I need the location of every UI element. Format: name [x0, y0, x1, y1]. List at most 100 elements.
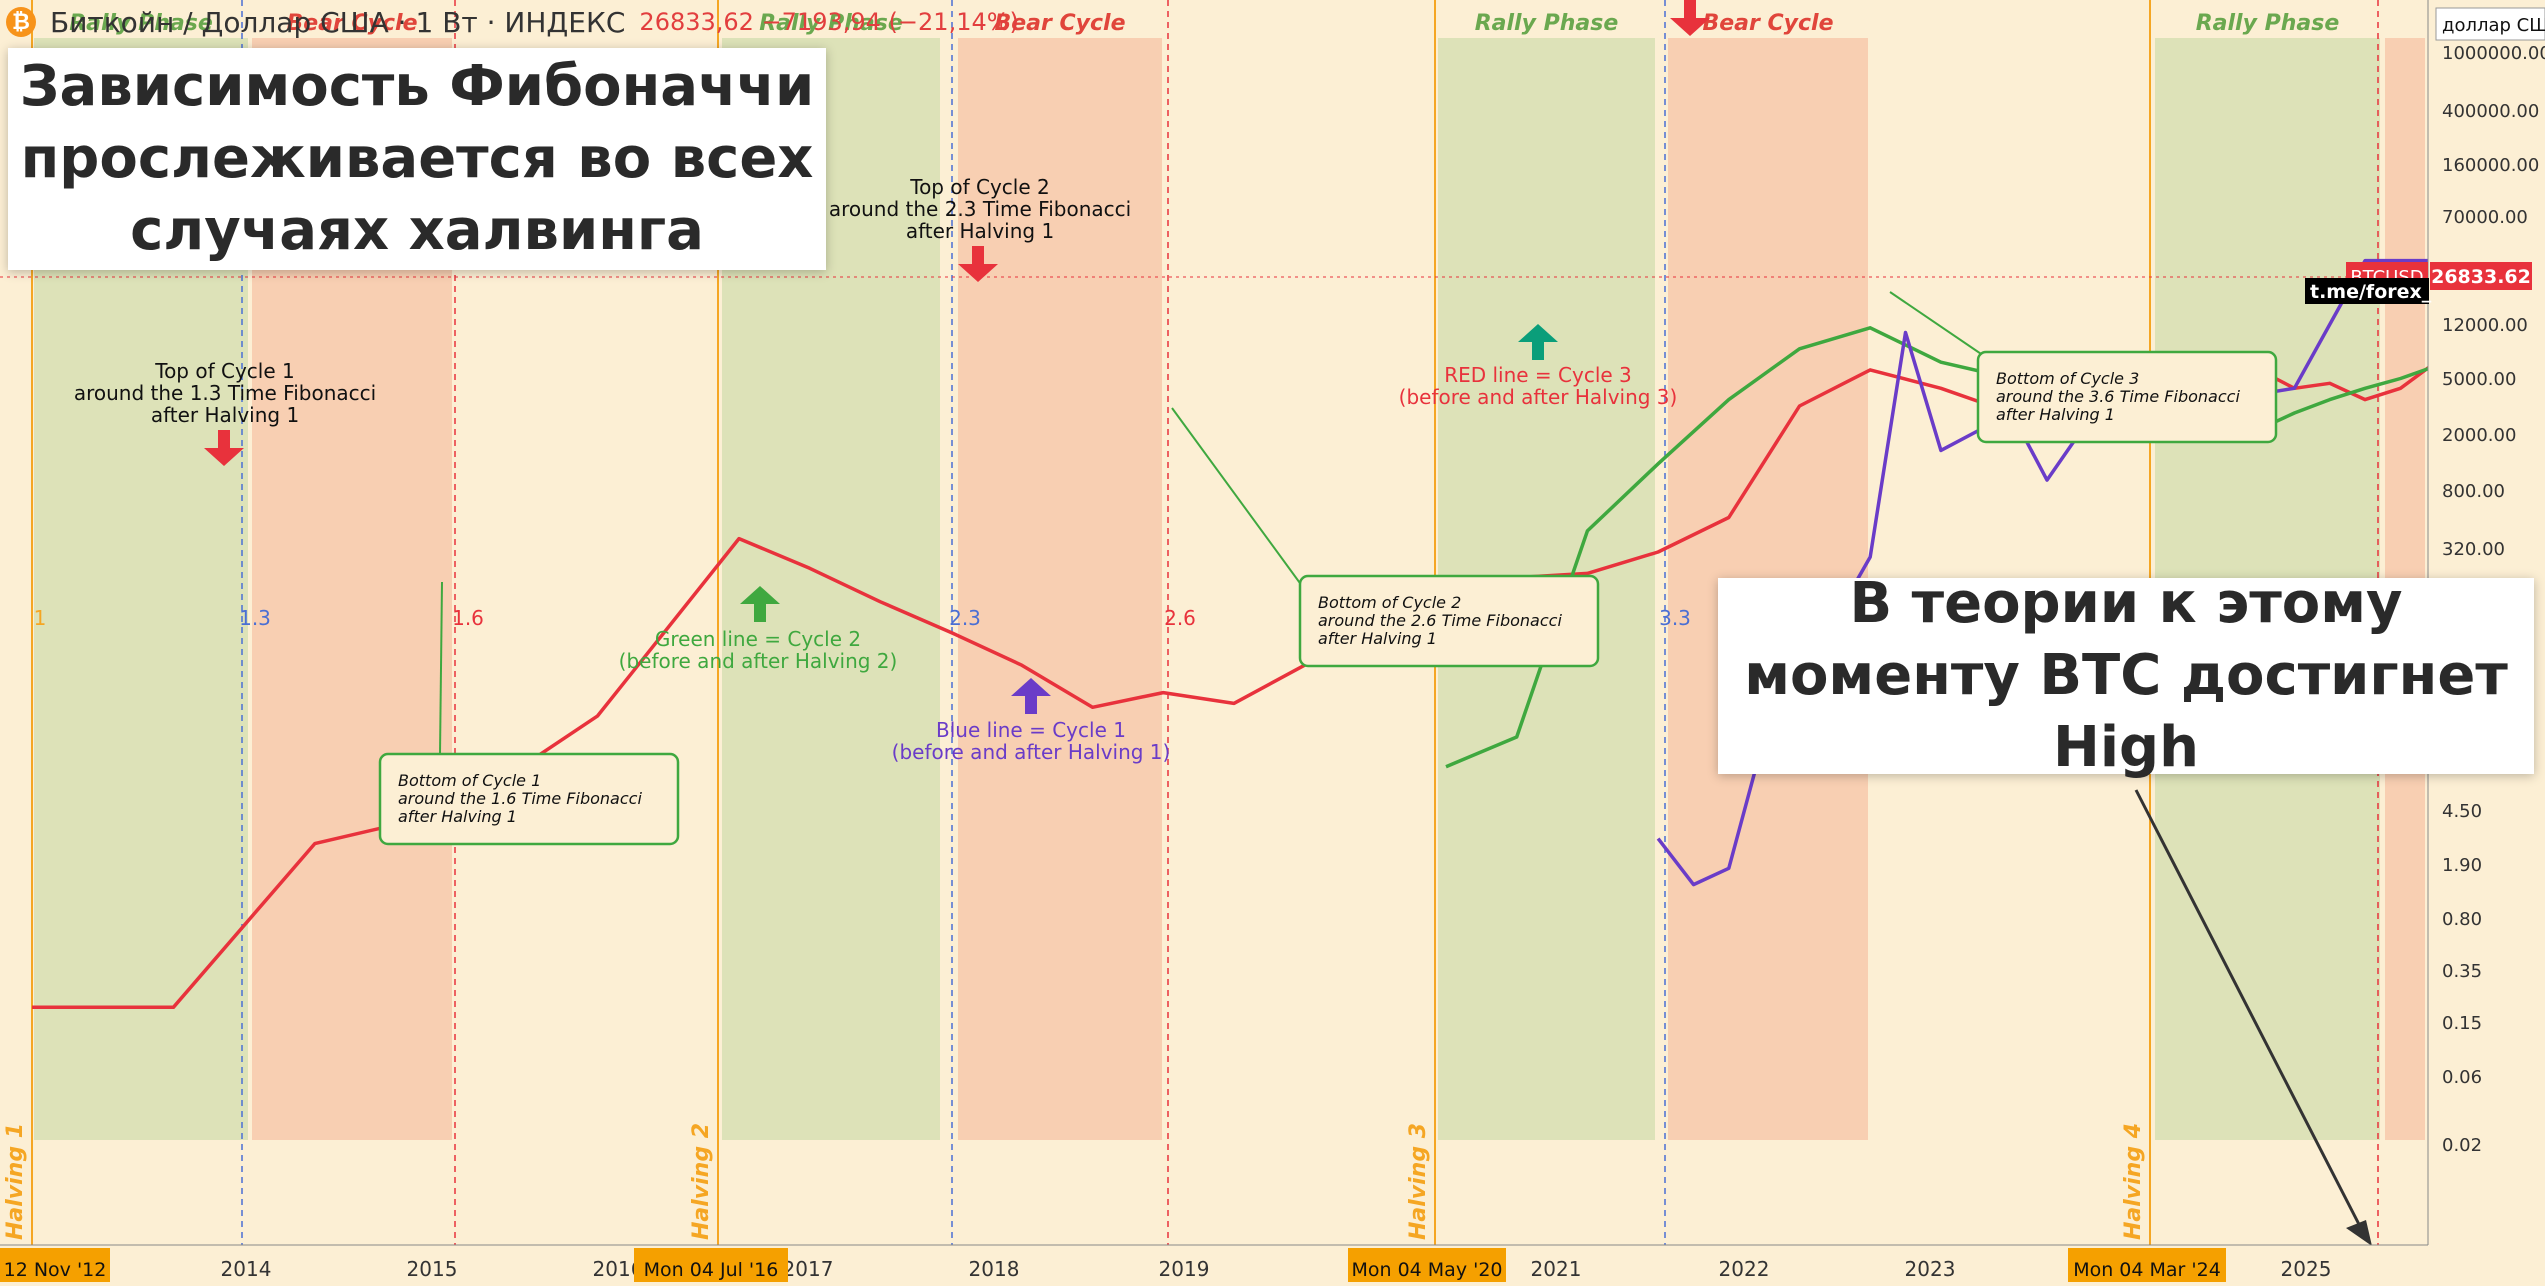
annotation-legend-blue-line-2: (before and after Halving 1): [892, 740, 1171, 764]
phase-label-3: Rally Phase: [759, 11, 903, 36]
phase-label-4: Bear Cycle: [994, 11, 1125, 36]
fib-label-5: 2.6: [1164, 606, 1196, 630]
annotation-bot-c3-line-3: after Halving 1: [1996, 405, 2115, 424]
fib-label-3: 1.6: [452, 606, 484, 630]
fib-label-2: 1.3: [239, 606, 271, 630]
watermark-box: [2305, 278, 2429, 304]
arrow-red-cycle-3: [1518, 324, 1558, 360]
x-tick-5: 2018: [969, 1257, 1020, 1281]
series-line-2: [1445, 255, 2545, 769]
fib-label-6: 3.3: [1659, 606, 1691, 630]
box-bot-c3: [1976, 350, 2278, 444]
y-tick-12: 0.80: [2442, 909, 2482, 930]
annotation-bot-c1-line-1: Bottom of Cycle 1: [398, 771, 541, 790]
date-highlight-2: Mon 04 Jul '16: [644, 1259, 779, 1281]
price-tag-value: 26833.62: [2431, 266, 2531, 288]
x-tick-10: 2025: [2281, 1257, 2332, 1281]
annotation-top-c1-line-3: after Halving 1: [151, 403, 299, 427]
arrow-top-cycle-2: [958, 246, 998, 282]
callout-fibonacci-text: Зависимость Фибоначчи прослеживается во …: [19, 54, 815, 263]
arrow-blue-cycle-1: [1011, 678, 1051, 714]
halving-label-4: Halving 4: [2121, 1123, 2146, 1240]
annotation-legend-green-line-2: (before and after Halving 2): [619, 649, 898, 673]
x-tick-9: 2023: [1905, 1257, 1956, 1281]
annotation-legend-green-line-1: Green line = Cycle 2: [655, 627, 861, 651]
box-bot-c1: [378, 752, 680, 846]
y-tick-14: 0.15: [2442, 1013, 2482, 1034]
annotation-top-c1-line-1: Top of Cycle 1: [154, 359, 294, 383]
y-tick-11: 1.90: [2442, 855, 2482, 876]
arrow-top-cycle-1: [204, 430, 244, 466]
diagonal-arrow-line: [2134, 789, 2368, 1239]
date-highlight-box-4: [2068, 1248, 2226, 1282]
phase-label-7: Rally Phase: [2196, 11, 2340, 36]
annotation-bot-c3-line-2: around the 3.6 Time Fibonacci: [1996, 387, 2240, 406]
annotation-legend-red-line-1: RED line = Cycle 3: [1444, 363, 1632, 387]
date-highlight-box-3: [1348, 1248, 1506, 1282]
y-tick-1: 1000000.00: [2442, 43, 2545, 64]
y-tick-10: 4.50: [2442, 801, 2482, 822]
x-tick-2: 2015: [407, 1257, 458, 1281]
price-change: 26833,62 −7193,94 (−21,14%): [639, 8, 1019, 36]
halving-label-1: Halving 1: [3, 1123, 28, 1240]
y-tick-15: 0.06: [2442, 1067, 2482, 1088]
arrow-bear-cycle-2: [1670, 0, 1710, 36]
diagonal-arrow-head: [2346, 1220, 2372, 1246]
connector-bot-c1: [439, 581, 443, 755]
currency-label: доллар США: [2442, 15, 2545, 36]
price-tag-value-box: [2430, 262, 2532, 290]
annotation-bot-c2-line-2: around the 2.6 Time Fibonacci: [1318, 611, 1562, 630]
arrow-green-cycle-2: [740, 586, 780, 622]
phase-label-5: Rally Phase: [1475, 11, 1619, 36]
halving-label-2: Halving 2: [689, 1123, 714, 1240]
callout-fibonacci: Зависимость Фибоначчи прослеживается во …: [8, 48, 826, 270]
annotation-top-c2-line-3: after Halving 1: [906, 219, 1054, 243]
y-tick-16: 0.02: [2442, 1135, 2482, 1156]
phase-band-4: [958, 38, 1162, 1140]
date-highlight-1: 12 Nov '12: [4, 1259, 107, 1281]
box-bot-c2: [1298, 574, 1600, 668]
phase-label-2: Bear Cycle: [286, 11, 417, 36]
y-tick-9: 320.00: [2442, 539, 2505, 560]
chart-header: ₿ Биткойн / Доллар США · 1 Вт · ИНДЕКС 2…: [0, 0, 1019, 44]
annotation-bot-c1-line-3: after Halving 1: [398, 807, 517, 826]
date-highlight-box-2: [634, 1248, 788, 1282]
x-tick-7: 2021: [1531, 1257, 1582, 1281]
phase-label-6: Bear Cycle: [1702, 11, 1833, 36]
annotation-bot-c2-line-3: after Halving 1: [1318, 629, 1437, 648]
halving-label-3: Halving 3: [1406, 1123, 1431, 1240]
annotation-bot-c1-line-2: around the 1.6 Time Fibonacci: [398, 789, 642, 808]
annotation-bot-c2-line-1: Bottom of Cycle 2: [1318, 593, 1461, 612]
y-tick-3: 160000.00: [2442, 155, 2539, 176]
annotation-top-c2-line-1: Top of Cycle 2: [909, 175, 1049, 199]
watermark: t.me/forex_: [2310, 281, 2432, 303]
annotation-top-c2-line-2: around the 2.3 Time Fibonacci: [829, 197, 1131, 221]
connector-bot-c2: [1171, 407, 1306, 591]
y-tick-5: 12000.00: [2442, 315, 2528, 336]
date-highlight-3: Mon 04 May '20: [1351, 1259, 1502, 1281]
phase-label-1: Rally Phase: [69, 11, 213, 36]
symbol-title: Биткойн / Доллар США · 1 Вт · ИНДЕКС: [50, 5, 626, 39]
annotation-top-c1-line-2: around the 1.3 Time Fibonacci: [74, 381, 376, 405]
y-tick-7: 2000.00: [2442, 425, 2516, 446]
y-tick-6: 5000.00: [2442, 369, 2516, 390]
date-highlight-4: Mon 04 Mar '24: [2073, 1259, 2221, 1281]
y-tick-8: 800.00: [2442, 481, 2505, 502]
y-tick-2: 400000.00: [2442, 101, 2539, 122]
annotation-legend-red-line-2: (before and after Halving 3): [1399, 385, 1678, 409]
x-tick-6: 2019: [1159, 1257, 1210, 1281]
annotation-bot-c3-line-1: Bottom of Cycle 3: [1996, 369, 2139, 388]
currency-box: [2435, 7, 2545, 41]
bitcoin-icon: ₿: [6, 7, 36, 37]
fib-label-1: 1: [34, 606, 47, 630]
x-tick-4: 2017: [783, 1257, 834, 1281]
x-tick-1: 2014: [221, 1257, 272, 1281]
callout-theory: В теории к этому моменту BTC достигнет H…: [1718, 571, 2534, 780]
fib-label-4: 2.3: [949, 606, 981, 630]
connector-bot-c3: [1889, 291, 1991, 361]
date-highlight-box-1: [0, 1248, 110, 1282]
callout-theory-text: В теории к этому моменту BTC достигнет H…: [1744, 571, 2508, 780]
